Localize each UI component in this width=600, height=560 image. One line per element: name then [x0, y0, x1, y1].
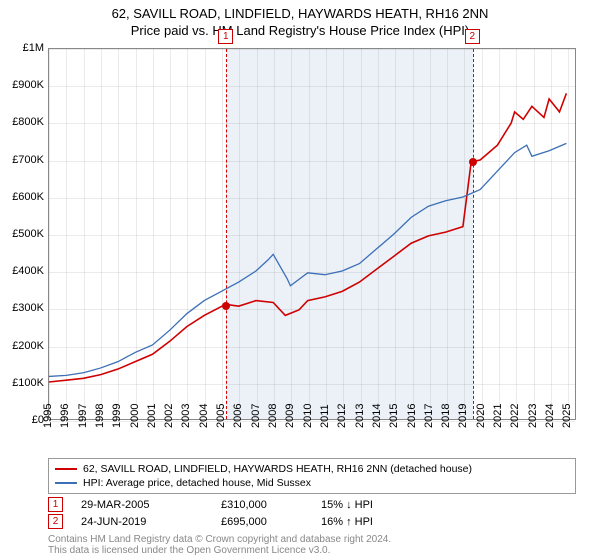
- y-axis-label: £800K: [4, 116, 44, 128]
- x-axis-label: 2006: [232, 404, 244, 428]
- x-axis-label: 2008: [267, 404, 279, 428]
- x-axis-label: 2020: [475, 404, 487, 428]
- y-axis-label: £300K: [4, 302, 44, 314]
- page-title: 62, SAVILL ROAD, LINDFIELD, HAYWARDS HEA…: [0, 6, 600, 21]
- chart-marker: 2: [465, 29, 480, 44]
- footer-line: Contains HM Land Registry data © Crown c…: [48, 534, 391, 545]
- y-axis-label: £0: [4, 414, 44, 426]
- x-axis-label: 2009: [284, 404, 296, 428]
- page-subtitle: Price paid vs. HM Land Registry's House …: [0, 23, 600, 38]
- x-axis-label: 2016: [406, 404, 418, 428]
- x-axis-label: 2005: [215, 404, 227, 428]
- y-axis-label: £400K: [4, 265, 44, 277]
- x-axis-label: 2023: [527, 404, 539, 428]
- legend-item: 62, SAVILL ROAD, LINDFIELD, HAYWARDS HEA…: [55, 462, 569, 476]
- transaction-marker: 1: [48, 497, 63, 512]
- x-axis-label: 2007: [250, 404, 262, 428]
- y-axis-label: £600K: [4, 191, 44, 203]
- transaction-price: £310,000: [221, 499, 321, 511]
- legend-item: HPI: Average price, detached house, Mid …: [55, 476, 569, 490]
- legend-label: HPI: Average price, detached house, Mid …: [83, 477, 311, 489]
- transaction-row: 2 24-JUN-2019£695,00016% ↑ HPI: [48, 513, 411, 530]
- y-axis-label: £500K: [4, 228, 44, 240]
- x-axis-label: 2004: [198, 404, 210, 428]
- x-axis-label: 1999: [111, 404, 123, 428]
- x-axis-label: 2001: [146, 404, 158, 428]
- x-axis-label: 2015: [388, 404, 400, 428]
- transaction-price: £695,000: [221, 516, 321, 528]
- chart-marker: 1: [218, 29, 233, 44]
- x-axis-label: 2000: [129, 404, 141, 428]
- y-axis-label: £100K: [4, 377, 44, 389]
- x-axis-label: 2012: [336, 404, 348, 428]
- x-axis-label: 2024: [544, 404, 556, 428]
- transaction-date: 29-MAR-2005: [81, 499, 221, 511]
- x-axis-label: 1995: [42, 404, 54, 428]
- x-axis-label: 2002: [163, 404, 175, 428]
- transaction-diff: 16% ↑ HPI: [321, 516, 411, 528]
- transaction-row: 1 29-MAR-2005£310,00015% ↓ HPI: [48, 496, 411, 513]
- y-axis-label: £1M: [4, 42, 44, 54]
- x-axis-label: 2021: [492, 404, 504, 428]
- x-axis-label: 2025: [561, 404, 573, 428]
- x-axis-label: 2013: [354, 404, 366, 428]
- x-axis-label: 2003: [180, 404, 192, 428]
- transaction-date: 24-JUN-2019: [81, 516, 221, 528]
- y-axis-label: £900K: [4, 79, 44, 91]
- transaction-marker: 2: [48, 514, 63, 529]
- x-axis-label: 2022: [509, 404, 521, 428]
- x-axis-label: 2014: [371, 404, 383, 428]
- x-axis-label: 1997: [77, 404, 89, 428]
- y-axis-label: £700K: [4, 154, 44, 166]
- x-axis-label: 1996: [59, 404, 71, 428]
- legend-label: 62, SAVILL ROAD, LINDFIELD, HAYWARDS HEA…: [83, 463, 472, 475]
- price-chart: 12: [48, 48, 576, 420]
- x-axis-label: 2010: [302, 404, 314, 428]
- x-axis-label: 2017: [423, 404, 435, 428]
- footer-attribution: Contains HM Land Registry data © Crown c…: [48, 534, 391, 556]
- legend: 62, SAVILL ROAD, LINDFIELD, HAYWARDS HEA…: [48, 458, 576, 494]
- x-axis-label: 2018: [440, 404, 452, 428]
- y-axis-label: £200K: [4, 340, 44, 352]
- footer-line: This data is licensed under the Open Gov…: [48, 545, 391, 556]
- series-price_paid: [49, 93, 566, 382]
- transaction-list: 1 29-MAR-2005£310,00015% ↓ HPI 2 24-JUN-201…: [48, 496, 411, 530]
- x-axis-label: 2019: [457, 404, 469, 428]
- series-hpi: [49, 143, 566, 376]
- transaction-diff: 15% ↓ HPI: [321, 499, 411, 511]
- x-axis-label: 2011: [319, 404, 331, 428]
- x-axis-label: 1998: [94, 404, 106, 428]
